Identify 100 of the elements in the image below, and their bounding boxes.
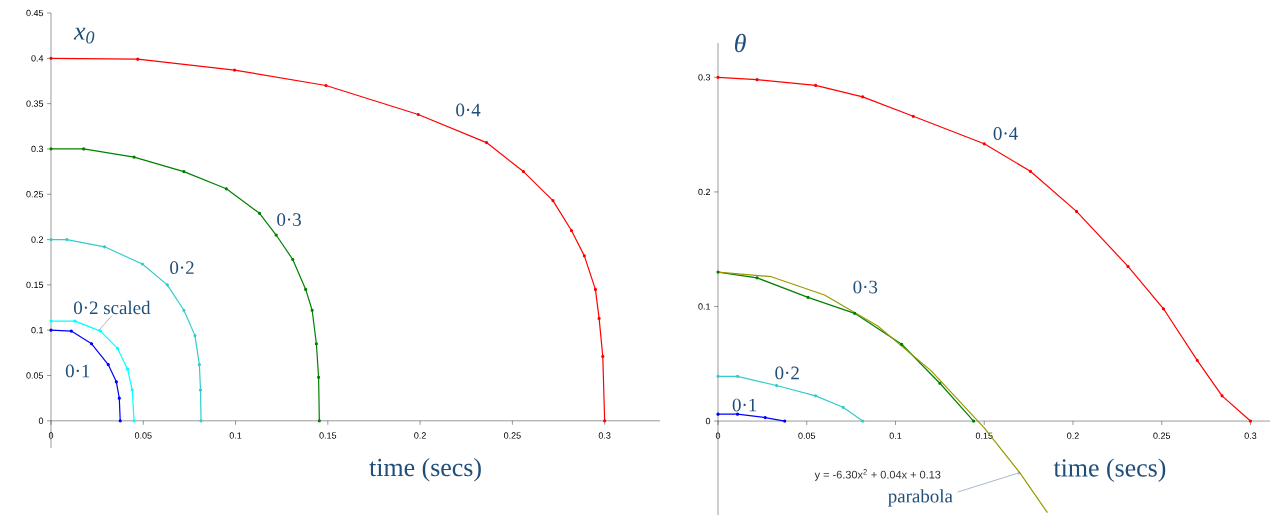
point (314, 342, 318, 346)
annotation: y = -6.30x$^{2}$ + 0.04x + 0.13 (814, 469, 941, 481)
series-label: 0·2 (170, 261, 194, 274)
y-tick-label: 0.1 (698, 303, 711, 310)
x-tick-label: 0.2 (414, 432, 426, 439)
point (597, 316, 601, 320)
point (603, 419, 607, 423)
point (763, 415, 767, 420)
point (861, 95, 865, 99)
point (1220, 394, 1224, 398)
point (853, 311, 857, 315)
point (98, 329, 103, 333)
point (841, 405, 845, 409)
y-tick-label: 0.3 (698, 74, 711, 81)
point (114, 380, 118, 384)
point (182, 169, 186, 174)
point (982, 142, 986, 146)
point (806, 295, 810, 299)
point (136, 57, 140, 61)
point (49, 147, 53, 151)
point (1161, 307, 1166, 311)
point (716, 75, 720, 79)
x-tick-label: 0.15 (319, 432, 337, 439)
point (274, 233, 278, 237)
point (971, 419, 976, 423)
point (49, 56, 53, 60)
y-tick-label: 0.1 (31, 326, 44, 334)
y-tick-label: 0.25 (26, 190, 44, 198)
y-tick-label: 0.15 (26, 281, 44, 288)
point (416, 112, 420, 116)
y-tick-label: 0.45 (26, 9, 44, 17)
x-tick-label: 0.25 (503, 432, 521, 439)
point (569, 228, 574, 232)
point (735, 412, 740, 416)
y-tick-label: 0.05 (26, 372, 44, 379)
point (317, 419, 321, 423)
y-axis-title: θ (734, 33, 746, 53)
point (49, 328, 53, 332)
point (132, 419, 136, 423)
y-tick-label: 0.35 (26, 100, 44, 107)
point (140, 262, 144, 266)
x-tick-label: 0.3 (598, 432, 611, 439)
y-tick-label: 0 (38, 417, 44, 424)
series-label: 0·2 scaled (74, 300, 151, 315)
point (199, 419, 203, 423)
series-label: 0·4 (993, 127, 1018, 140)
point (106, 362, 110, 367)
point (224, 187, 228, 191)
point (1195, 358, 1199, 362)
y-tick-label: 0.4 (31, 55, 44, 62)
series-label: 0·4 (456, 103, 481, 117)
x-tick-label: 0.05 (798, 432, 816, 439)
point (115, 346, 120, 350)
point (900, 342, 904, 346)
point (118, 419, 122, 423)
y-tick-label: 0 (705, 417, 711, 425)
x-tick-label: 0.25 (1153, 432, 1171, 439)
y-tick-label: 0.2 (31, 236, 44, 243)
series-label: 0·3 (853, 280, 878, 294)
x-tick-label: 0.1 (889, 432, 902, 439)
point (911, 114, 915, 118)
point (102, 245, 107, 249)
point (861, 419, 865, 423)
point (65, 237, 69, 242)
point (197, 362, 201, 367)
point (126, 367, 130, 371)
x-tick-label: 0.3 (1244, 432, 1257, 439)
point (132, 155, 136, 159)
point (49, 319, 53, 323)
point (755, 77, 759, 82)
point (165, 283, 169, 287)
point (814, 83, 818, 87)
point (69, 329, 73, 333)
point (130, 388, 134, 392)
point (814, 394, 818, 398)
text: parabola (888, 489, 953, 507)
point (938, 381, 942, 385)
point (716, 412, 720, 416)
series-label: 0·1 (732, 398, 757, 412)
point (291, 257, 295, 261)
point (716, 270, 720, 274)
y-tick-label: 0.3 (31, 145, 44, 153)
point (593, 287, 598, 291)
x-tick-label: 0.2 (1067, 432, 1079, 439)
point (1074, 209, 1079, 213)
point (73, 319, 77, 323)
series-label: 0·3 (277, 213, 301, 226)
point (117, 396, 121, 400)
point (257, 211, 262, 215)
point (324, 83, 328, 87)
y-axis-title: x$_{0}$ (73, 27, 95, 44)
point (233, 68, 237, 72)
point (317, 375, 321, 379)
point (551, 198, 555, 203)
point (1248, 419, 1253, 423)
series-label: 0·2 (775, 366, 799, 380)
point (755, 276, 759, 280)
point (484, 140, 489, 145)
point (783, 419, 787, 423)
line-series (718, 271, 1049, 514)
